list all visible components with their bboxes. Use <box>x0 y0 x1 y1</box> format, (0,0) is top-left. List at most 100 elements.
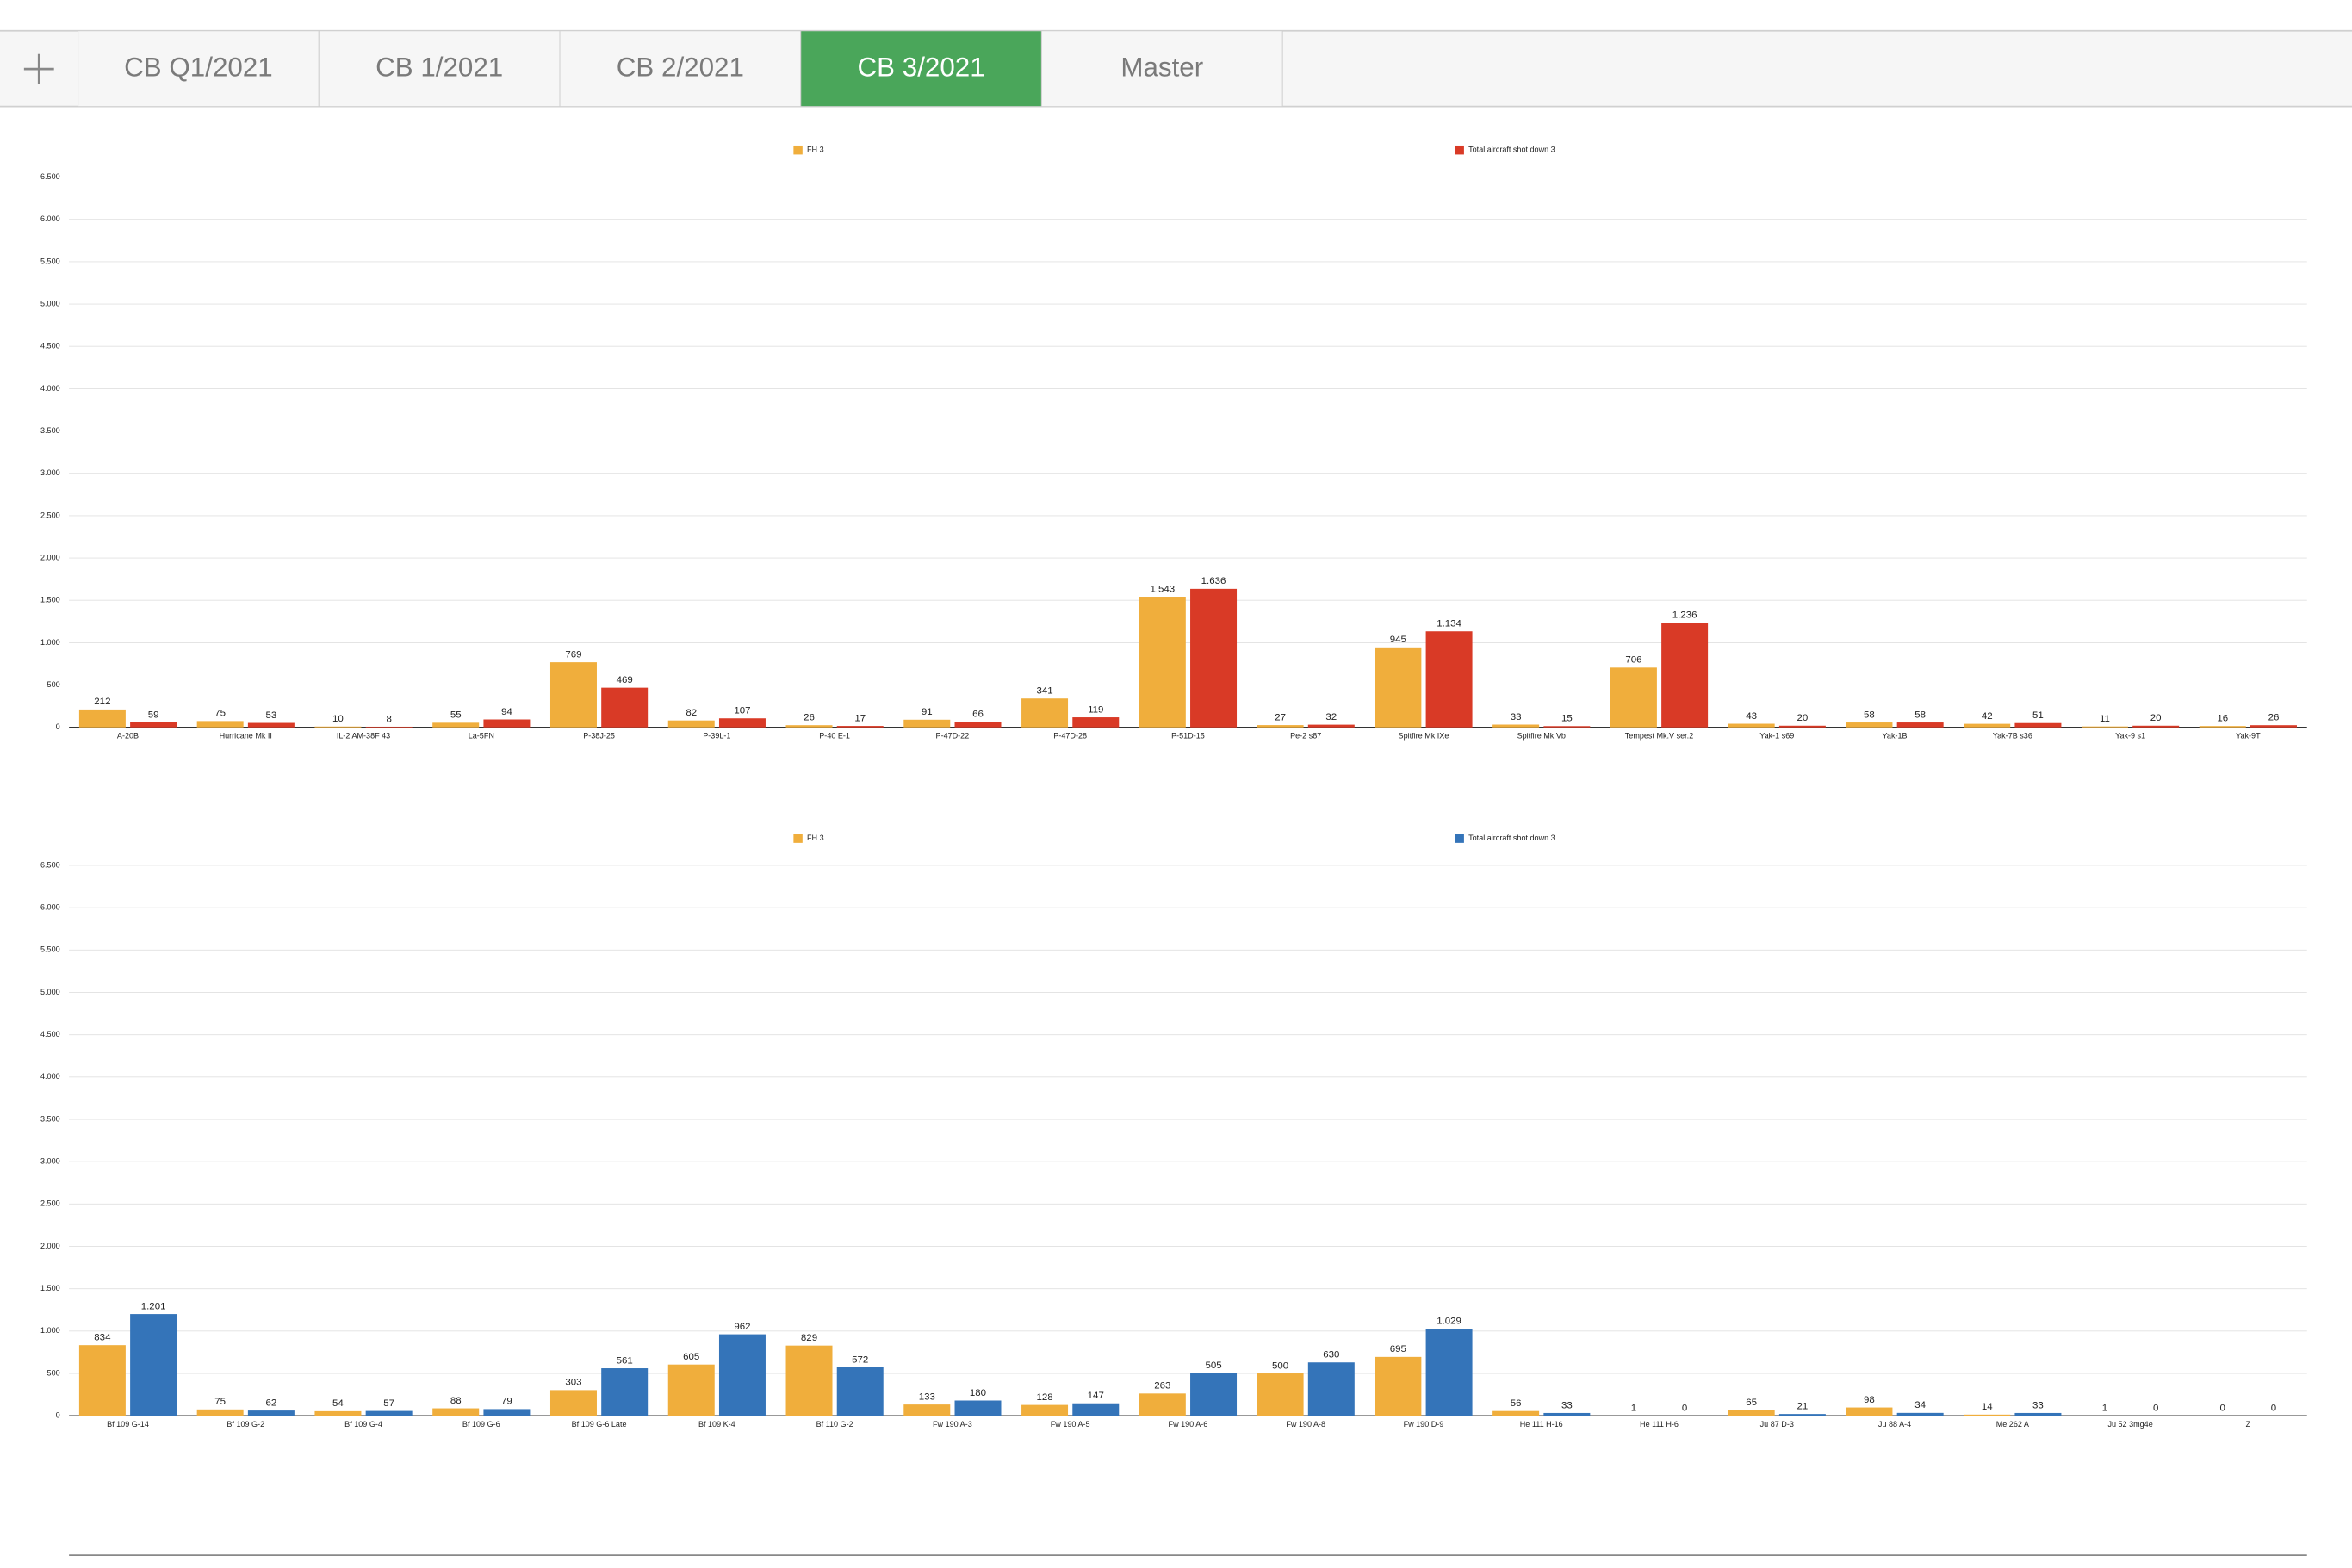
y-tick-label: 4.500 <box>40 1030 60 1038</box>
y-tick-label: 500 <box>47 680 60 689</box>
data-label: 20 <box>2150 713 2162 723</box>
data-label: 33 <box>1561 1400 1573 1410</box>
x-tick-label: A-20B <box>117 732 139 741</box>
data-label: 75 <box>214 709 226 719</box>
bar <box>247 1410 295 1416</box>
bar <box>954 722 1002 728</box>
y-tick-label: 5.500 <box>40 945 60 954</box>
bar <box>1492 724 1540 728</box>
y-tick-label: 3.000 <box>40 1157 60 1166</box>
bar <box>130 1314 177 1416</box>
data-label: 107 <box>734 706 750 716</box>
x-tick-label: Tempest Mk.V ser.2 <box>1625 732 1693 741</box>
x-tick-label: Pe-2 s87 <box>1290 732 1321 741</box>
data-label: 54 <box>332 1398 344 1409</box>
data-label: 769 <box>565 649 581 660</box>
legend-swatch <box>793 834 803 843</box>
bar <box>1139 1393 1186 1416</box>
data-label: 17 <box>854 713 866 723</box>
data-label: 133 <box>919 1391 935 1402</box>
y-tick-label: 3.000 <box>40 468 60 477</box>
data-label: 75 <box>214 1397 226 1407</box>
x-tick-label: Bf 109 G-6 <box>462 1420 500 1429</box>
bar <box>365 1410 413 1416</box>
y-tick-label: 0 <box>56 722 60 731</box>
add-sheet-button[interactable] <box>23 53 54 84</box>
bar <box>1375 647 1422 728</box>
data-label: 572 <box>852 1354 868 1365</box>
bar <box>667 720 715 728</box>
bar <box>836 726 884 728</box>
y-tick-label: 5.000 <box>40 988 60 996</box>
bar <box>1778 725 1826 728</box>
y-tick-label: 2.000 <box>40 553 60 561</box>
sheet-tab[interactable] <box>1040 30 1283 108</box>
data-label: 20 <box>1797 713 1809 723</box>
data-label: 1 <box>1631 1403 1636 1413</box>
sheet-tab[interactable] <box>559 30 802 108</box>
data-label: 32 <box>1325 712 1337 722</box>
data-label: 1.236 <box>1672 610 1697 621</box>
bar <box>1307 1362 1355 1416</box>
sheet-tab[interactable] <box>78 30 320 108</box>
y-tick-label: 6.000 <box>40 214 60 223</box>
data-label: 16 <box>2217 713 2228 723</box>
bar <box>1728 723 1775 728</box>
bar <box>196 1409 244 1416</box>
bar <box>1661 623 1709 728</box>
bar <box>954 1400 1002 1416</box>
data-label: 56 <box>1511 1398 1522 1409</box>
sheet-tab[interactable] <box>318 30 561 108</box>
bar <box>1964 1414 2011 1416</box>
data-label: 561 <box>617 1355 633 1366</box>
y-tick-label: 1.000 <box>40 1326 60 1335</box>
data-label: 605 <box>683 1352 699 1362</box>
bar <box>2014 1412 2062 1416</box>
data-label: 94 <box>501 707 512 717</box>
data-label: 33 <box>2032 1400 2044 1410</box>
data-label: 945 <box>1390 635 1406 645</box>
data-label: 1.134 <box>1437 619 1461 629</box>
y-tick-label: 1.000 <box>40 638 60 647</box>
data-label: 829 <box>801 1333 817 1343</box>
legend-label: Total aircraft shot down 3 <box>1468 146 1555 154</box>
x-tick-label: Fw 190 A-5 <box>1051 1420 1090 1429</box>
bar <box>432 1408 480 1416</box>
bar <box>247 722 295 728</box>
data-label: 303 <box>565 1378 581 1388</box>
x-tick-label: Yak-1 s69 <box>1759 732 1794 741</box>
bar <box>1846 1407 1893 1416</box>
bar <box>1257 725 1304 728</box>
y-tick-label: 6.500 <box>40 860 60 869</box>
data-label: 8 <box>386 714 391 724</box>
bar <box>365 726 413 728</box>
data-label: 79 <box>501 1397 512 1407</box>
x-tick-label: He 111 H-6 <box>1640 1420 1679 1429</box>
x-tick-label: Spitfire Mk Vb <box>1517 732 1566 741</box>
bar <box>549 662 597 728</box>
bar <box>1728 1410 1775 1416</box>
bar <box>1375 1356 1422 1416</box>
data-label: 263 <box>1154 1381 1170 1391</box>
bar <box>2199 726 2246 728</box>
toolbar <box>0 0 2352 30</box>
data-label: 10 <box>332 714 344 724</box>
y-tick-label: 4.000 <box>40 1072 60 1081</box>
bar <box>718 718 766 728</box>
data-label: 91 <box>922 707 933 717</box>
bar <box>718 1334 766 1416</box>
x-tick-label: P-38J-25 <box>583 732 615 741</box>
data-label: 26 <box>804 713 815 723</box>
x-tick-label: Fw 190 A-8 <box>1286 1420 1325 1429</box>
x-tick-label: Ju 88 A-4 <box>1878 1420 1911 1429</box>
bar <box>667 1364 715 1416</box>
x-tick-label: Yak-9 s1 <box>2115 732 2145 741</box>
data-label: 15 <box>1561 714 1573 724</box>
bar <box>1425 1329 1473 1416</box>
x-tick-label: P-51D-15 <box>1171 732 1205 741</box>
x-tick-label: P-47D-28 <box>1053 732 1087 741</box>
data-label: 0 <box>1682 1404 1687 1414</box>
x-tick-label: He 111 H-16 <box>1520 1420 1563 1429</box>
data-label: 834 <box>94 1333 111 1343</box>
